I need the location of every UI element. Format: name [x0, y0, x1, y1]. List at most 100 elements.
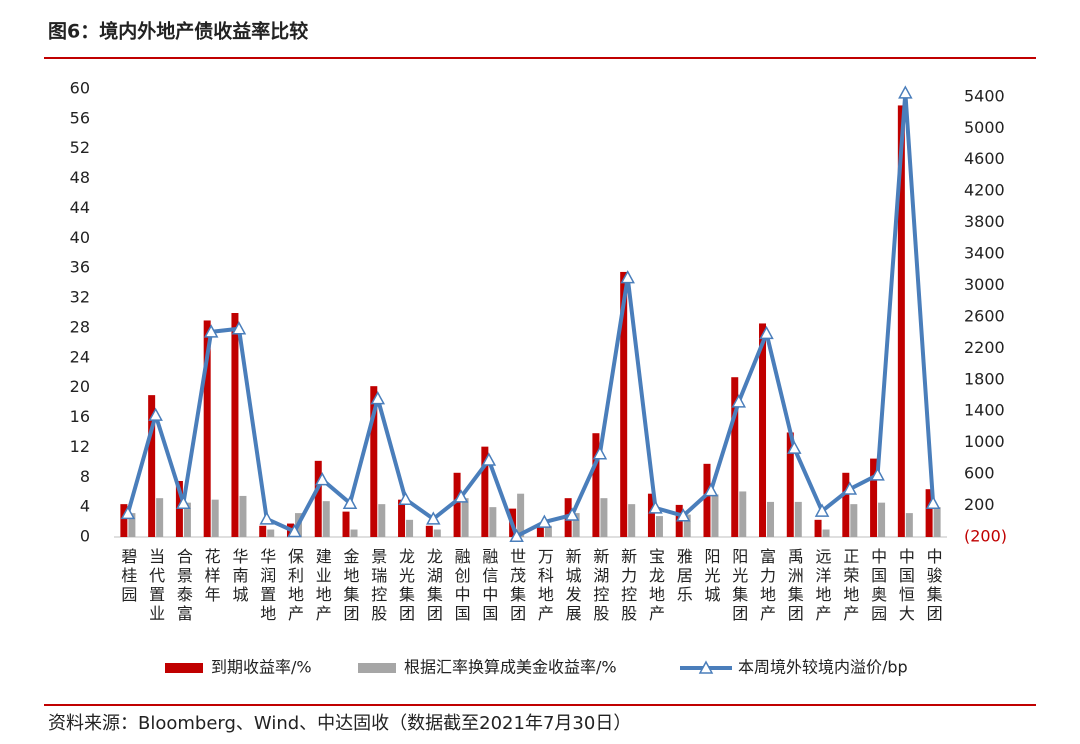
line-marker [675, 508, 691, 522]
y-tick-label: 40 [70, 228, 90, 247]
bar [231, 313, 239, 537]
y2-tick-label: 3400 [964, 244, 1005, 263]
y2-tick-label: 1400 [964, 401, 1005, 420]
bar [517, 493, 525, 537]
line-marker [231, 321, 247, 335]
x-tick-label: 景瑞控股 [368, 548, 387, 624]
y-tick-label: 44 [70, 198, 90, 217]
x-tick-label: 当代置业 [146, 548, 165, 624]
y2-tick-label: 1800 [964, 369, 1005, 388]
y-tick-label: 52 [70, 138, 90, 157]
x-tick-label: 合景泰富 [174, 548, 193, 624]
bar [461, 498, 469, 537]
x-tick-label: 雅居乐 [674, 548, 693, 605]
bar [544, 525, 552, 537]
line-marker [648, 500, 663, 514]
y-tick-label: 56 [70, 108, 90, 127]
bar [267, 529, 275, 537]
legend-swatch [165, 663, 203, 673]
x-tick-label: 融创中国 [452, 548, 471, 624]
bar [905, 513, 913, 537]
bar [433, 529, 441, 537]
bar [203, 320, 211, 537]
line-marker [120, 505, 136, 520]
x-tick-label: 中国奥园 [868, 548, 887, 624]
bar [739, 491, 747, 537]
bar [731, 377, 739, 537]
x-tick-label: 融信中国 [479, 548, 498, 624]
bar [378, 504, 386, 537]
line-marker [925, 495, 941, 509]
line-marker [592, 446, 608, 460]
bar [897, 105, 905, 537]
line-marker [564, 507, 580, 521]
bar [925, 489, 933, 537]
legend-swatch [358, 663, 396, 673]
x-tick-label: 建业地产 [313, 548, 332, 624]
y2-tick-label: 3800 [964, 212, 1005, 231]
line-marker [342, 495, 358, 509]
x-tick-label: 富力地产 [757, 548, 776, 624]
legend-marker [698, 660, 714, 674]
legend-label: 本周境外较境内溢价/bp [738, 658, 908, 677]
line-marker [148, 407, 163, 421]
bar [489, 507, 497, 537]
y2-tick-label: 2200 [964, 338, 1005, 357]
y2-tick-label: 4200 [964, 181, 1005, 200]
bar [183, 502, 191, 537]
bar [759, 323, 767, 537]
x-tick-label: 阳光城 [701, 548, 720, 605]
x-tick-label: 碧桂园 [118, 548, 137, 605]
x-tick-label: 世茂集团 [507, 548, 526, 624]
line-marker [287, 523, 302, 538]
bar [350, 529, 358, 537]
line-marker [398, 491, 413, 506]
bar [128, 513, 136, 537]
x-tick-label: 阳光集团 [729, 548, 748, 624]
line-marker [203, 324, 219, 338]
line-marker [842, 481, 858, 495]
x-tick-label: 万科地产 [535, 548, 554, 624]
bar [453, 472, 461, 537]
bar [786, 432, 794, 537]
bar [767, 501, 775, 537]
bar [406, 519, 414, 537]
bar [628, 504, 636, 537]
line-marker [176, 495, 191, 509]
x-tick-label: 新城发展 [563, 548, 582, 624]
y-tick-label: 16 [70, 407, 90, 426]
chart-title: 图6：境内外地产债收益率比较 [48, 20, 308, 43]
line-marker [787, 440, 802, 454]
line-marker [537, 514, 552, 528]
y-tick-label: 20 [70, 377, 90, 396]
bar [259, 525, 267, 537]
y-tick-label: 60 [70, 79, 90, 98]
source-note: 资料来源：Bloomberg、Wind、中达固收（数据截至2021年7月30日） [48, 713, 631, 734]
line-marker [620, 270, 635, 284]
bar [647, 493, 655, 537]
bar [398, 499, 406, 537]
bar [175, 481, 183, 537]
line-marker [898, 85, 913, 99]
x-tick-label: 华南城 [229, 548, 248, 605]
bar [822, 529, 830, 537]
x-tick-label: 正荣地产 [840, 548, 859, 624]
bar [703, 463, 711, 537]
bar [878, 502, 886, 537]
bar [592, 433, 600, 537]
x-tick-label: 新湖控股 [590, 548, 609, 624]
y2-tick-label: 5400 [964, 86, 1005, 105]
line-series [125, 92, 936, 540]
x-tick-label: 远洋地产 [813, 548, 832, 624]
bar [842, 472, 850, 537]
y-tick-label: 0 [80, 527, 90, 546]
y-tick-label: 24 [70, 347, 90, 366]
line-marker [481, 452, 497, 466]
line-marker [370, 391, 386, 405]
y-tick-label: 28 [70, 317, 90, 336]
y2-tick-label: 200 [964, 495, 995, 514]
bar [536, 525, 544, 537]
bar [370, 386, 378, 537]
bar [425, 525, 433, 537]
